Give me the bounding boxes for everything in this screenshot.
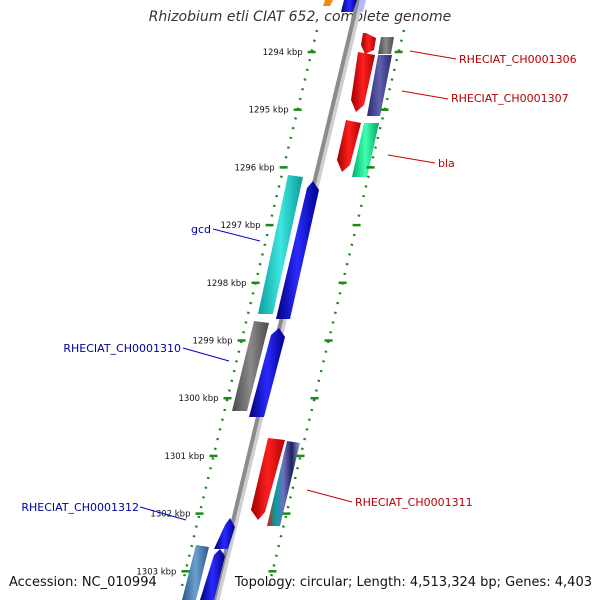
callout-line-1312 bbox=[139, 506, 187, 521]
label-bla: bla bbox=[438, 157, 455, 170]
scale-tick-label: 1296 kbp bbox=[235, 163, 275, 173]
topology-text: Topology: circular; Length: 4,513,324 bp… bbox=[234, 575, 592, 590]
gene-blue-bottom bbox=[200, 549, 225, 600]
callout-line-bla bbox=[387, 154, 436, 164]
label-rheciat-ch0001306: RHECIAT_CH0001306 bbox=[459, 53, 577, 66]
gene-rheciat-ch0001306 bbox=[361, 33, 376, 54]
gene-gcd bbox=[258, 175, 303, 314]
gene-red-long bbox=[351, 52, 375, 112]
label-rheciat-ch0001311: RHECIAT_CH0001311 bbox=[355, 496, 473, 509]
callout-line-1310 bbox=[182, 347, 230, 362]
scale-tick-label: 1303 kbp bbox=[136, 567, 176, 577]
gene-red-1311-partner bbox=[251, 438, 285, 520]
left-tick-guide bbox=[179, 29, 319, 591]
scale-tick-label: 1299 kbp bbox=[192, 337, 232, 347]
scale-tick-label: 1297 kbp bbox=[221, 221, 261, 231]
gene-bla bbox=[352, 123, 379, 177]
gene-rheciat-ch0001310 bbox=[232, 321, 269, 411]
label-rheciat-ch0001307: RHECIAT_CH0001307 bbox=[451, 92, 569, 105]
gene-blue-1312-partner bbox=[214, 518, 235, 549]
scale-tick-label: 1294 kbp bbox=[263, 48, 303, 58]
accession-text: Accession: NC_010994 bbox=[9, 575, 157, 590]
gene-rheciat-ch0001312 bbox=[182, 545, 209, 600]
gene-blue-partial-top bbox=[341, 0, 357, 12]
map-title: Rhizobium etli CIAT 652, complete genome bbox=[148, 9, 452, 25]
scale-tick-label: 1300 kbp bbox=[178, 394, 218, 404]
gene-lightblue-partial bbox=[357, 0, 366, 12]
scale-ticks: 1294 kbp 1295 kbp 1296 kbp 1297 kbp 1298 kbp… bbox=[136, 48, 403, 577]
gene-rheciat-ch0001311 bbox=[267, 441, 300, 526]
scale-tick-label: 1298 kbp bbox=[207, 279, 247, 289]
callout-line-gcd bbox=[212, 228, 261, 242]
label-gcd: gcd bbox=[191, 223, 211, 236]
callout-line-1307 bbox=[401, 90, 449, 100]
callout-line-1306 bbox=[409, 50, 457, 60]
gene-red-bla-partner bbox=[337, 120, 361, 172]
gene-blue-gcd-neighbor bbox=[276, 181, 319, 319]
scale-tick-label: 1301 kbp bbox=[164, 452, 204, 462]
label-rheciat-ch0001310: RHECIAT_CH0001310 bbox=[63, 342, 181, 355]
scale-tick-label: 1302 kbp bbox=[150, 510, 190, 520]
gene-gray-small bbox=[378, 37, 394, 54]
label-rheciat-ch0001312: RHECIAT_CH0001312 bbox=[21, 501, 139, 514]
gene-orange-partial bbox=[323, 0, 333, 6]
callout-line-1311 bbox=[306, 489, 353, 503]
scale-tick-label: 1295 kbp bbox=[249, 106, 289, 116]
right-tick-guide bbox=[266, 29, 406, 591]
gene-rheciat-ch0001307 bbox=[367, 55, 392, 116]
gene-blue-1310-neighbor bbox=[249, 328, 285, 417]
